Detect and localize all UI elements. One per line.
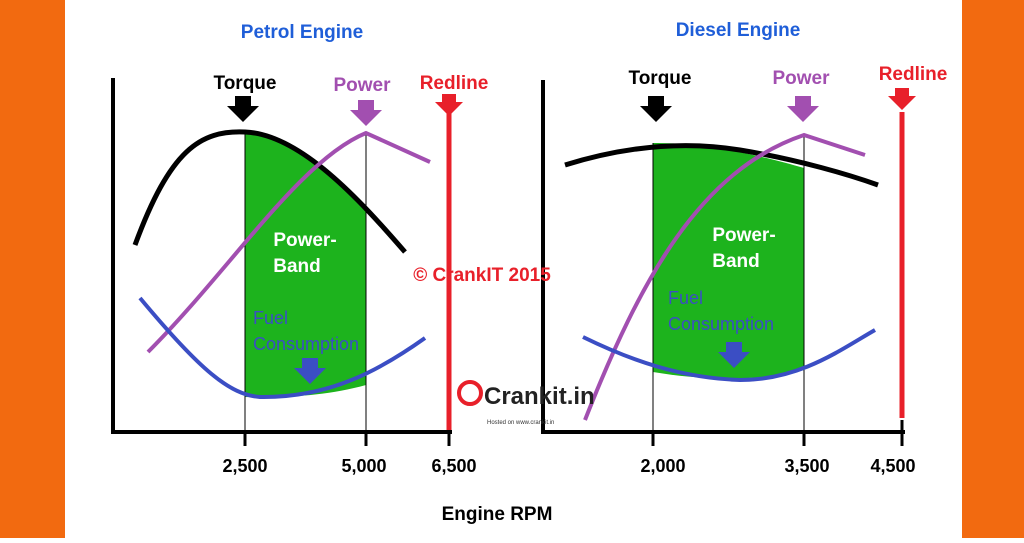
tick-label: 3,500 <box>784 456 829 476</box>
torque-curve <box>564 143 879 188</box>
redline-label: Redline <box>420 73 489 94</box>
redline-label: Redline <box>879 64 948 85</box>
tick-label: 6,500 <box>431 456 476 476</box>
power-curve <box>146 130 431 354</box>
power-label: Power <box>333 75 391 96</box>
fuel-label: Fuel <box>253 308 288 328</box>
fuel-label: Consumption <box>668 314 774 334</box>
power-label: Power <box>772 68 830 89</box>
torque-curve <box>132 129 407 254</box>
logo-hosted: Hosted on www.crankit.in <box>487 420 554 426</box>
tick-label: 2,500 <box>222 456 267 476</box>
power-band <box>653 142 804 379</box>
torque-arrow <box>227 96 259 122</box>
right-border <box>962 0 1024 538</box>
torque-label: Torque <box>214 73 277 94</box>
fuel-arrow <box>718 342 750 368</box>
redline-arrow <box>435 94 463 116</box>
logo: Crankit.in <box>484 383 595 410</box>
band-label: Band <box>712 251 760 272</box>
panel-title: Petrol Engine <box>241 22 363 43</box>
torque-label: Torque <box>629 68 692 89</box>
petrol-panel: Petrol Engine Torque Power Redline Power… <box>111 22 488 476</box>
band-label: Power- <box>273 230 336 251</box>
band-label: Power- <box>712 225 775 246</box>
power-band <box>245 132 366 398</box>
fuel-label: Consumption <box>253 334 359 354</box>
power-curve <box>583 132 866 421</box>
fuel-curve <box>138 296 427 400</box>
fuel-arrow <box>294 358 326 384</box>
band-label: Band <box>273 256 321 277</box>
torque-arrow <box>640 96 672 122</box>
logo-icon <box>457 380 483 406</box>
tick-label: 5,000 <box>341 456 386 476</box>
left-border <box>0 0 65 538</box>
tick-label: 2,000 <box>640 456 685 476</box>
power-arrow <box>350 100 382 126</box>
copyright: © CrankIT 2015 <box>413 265 551 286</box>
redline-arrow <box>888 88 916 110</box>
fuel-curve <box>582 328 876 383</box>
x-axis-label: Engine RPM <box>442 504 553 525</box>
fuel-label: Fuel <box>668 288 703 308</box>
panel-title: Diesel Engine <box>676 20 801 41</box>
diesel-panel: Diesel Engine Torque Power Redline Power… <box>541 20 947 476</box>
tick-label: 4,500 <box>870 456 915 476</box>
power-arrow <box>787 96 819 122</box>
